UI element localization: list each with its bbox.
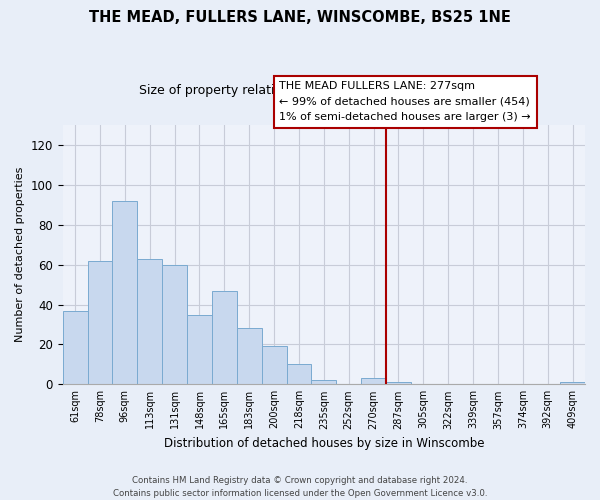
Bar xyxy=(62,310,88,384)
Bar xyxy=(112,201,137,384)
Bar xyxy=(262,346,287,385)
Bar xyxy=(287,364,311,384)
Y-axis label: Number of detached properties: Number of detached properties xyxy=(15,167,25,342)
Text: THE MEAD FULLERS LANE: 277sqm
← 99% of detached houses are smaller (454)
1% of s: THE MEAD FULLERS LANE: 277sqm ← 99% of d… xyxy=(280,82,531,122)
Bar xyxy=(237,328,262,384)
Title: Size of property relative to detached houses in Winscombe: Size of property relative to detached ho… xyxy=(139,84,509,98)
Bar xyxy=(212,290,237,384)
Bar xyxy=(162,264,187,384)
Bar xyxy=(187,314,212,384)
Bar xyxy=(88,260,112,384)
Text: Contains HM Land Registry data © Crown copyright and database right 2024.
Contai: Contains HM Land Registry data © Crown c… xyxy=(113,476,487,498)
Text: THE MEAD, FULLERS LANE, WINSCOMBE, BS25 1NE: THE MEAD, FULLERS LANE, WINSCOMBE, BS25 … xyxy=(89,10,511,25)
Bar xyxy=(137,258,162,384)
Bar xyxy=(361,378,386,384)
Bar xyxy=(386,382,411,384)
Bar xyxy=(311,380,336,384)
X-axis label: Distribution of detached houses by size in Winscombe: Distribution of detached houses by size … xyxy=(164,437,484,450)
Bar xyxy=(560,382,585,384)
